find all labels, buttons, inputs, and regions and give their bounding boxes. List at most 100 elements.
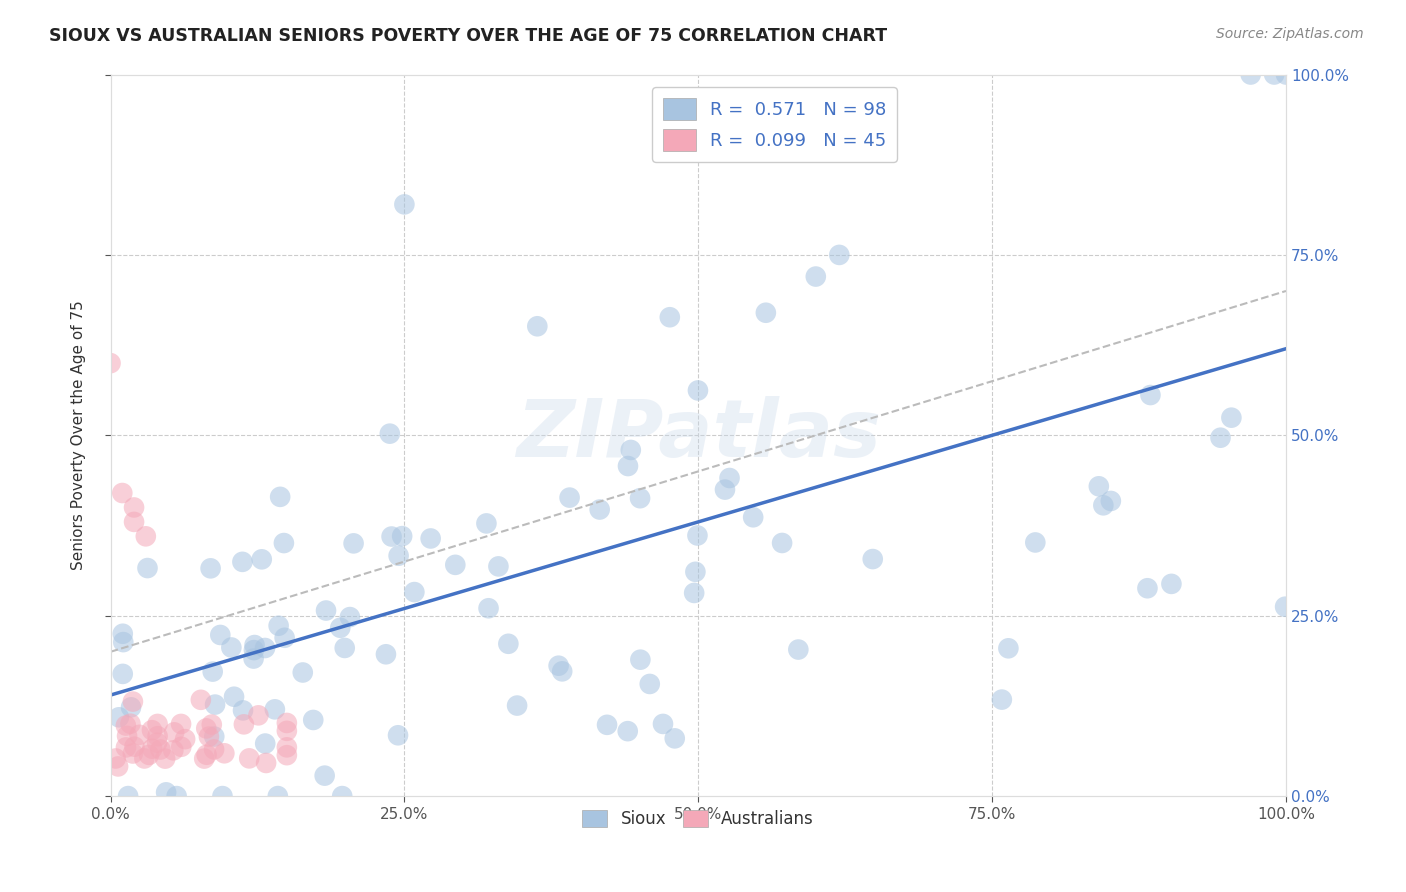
Point <box>342 536 364 550</box>
Point <box>862 552 884 566</box>
Point <box>200 561 222 575</box>
Point <box>276 740 298 755</box>
Point <box>380 529 402 543</box>
Y-axis label: Seniors Poverty Over the Age of 75: Seniors Poverty Over the Age of 75 <box>72 301 86 570</box>
Point <box>198 730 221 744</box>
Point <box>1274 599 1296 614</box>
Point <box>204 698 226 712</box>
Point <box>596 718 619 732</box>
Point <box>222 690 245 704</box>
Point <box>146 736 169 750</box>
Point <box>770 536 793 550</box>
Point <box>202 742 225 756</box>
Point <box>378 426 401 441</box>
Point <box>190 693 212 707</box>
Point <box>136 561 159 575</box>
Point <box>1136 581 1159 595</box>
Point <box>404 585 426 599</box>
Point <box>742 510 765 524</box>
Point <box>202 730 225 744</box>
Point <box>388 549 411 563</box>
Point <box>238 751 260 765</box>
Point <box>652 717 675 731</box>
Text: Source: ZipAtlas.com: Source: ZipAtlas.com <box>1216 27 1364 41</box>
Point <box>247 708 270 723</box>
Point <box>329 621 352 635</box>
Point <box>1275 68 1298 82</box>
Point <box>1099 494 1122 508</box>
Point <box>787 642 810 657</box>
Point <box>254 737 277 751</box>
Point <box>267 618 290 632</box>
Point <box>122 515 145 529</box>
Point <box>444 558 467 572</box>
Point <box>1209 431 1232 445</box>
Point <box>211 789 233 803</box>
Point <box>120 716 142 731</box>
Point <box>1263 68 1285 82</box>
Point <box>1024 535 1046 549</box>
Point <box>214 746 236 760</box>
Point <box>394 197 416 211</box>
Point <box>195 722 218 736</box>
Point <box>638 677 661 691</box>
Point <box>828 248 851 262</box>
Point <box>124 739 146 754</box>
Point <box>718 471 741 485</box>
Point <box>138 747 160 762</box>
Text: ZIPatlas: ZIPatlas <box>516 396 880 475</box>
Point <box>111 666 134 681</box>
Point <box>243 643 266 657</box>
Point <box>232 717 254 731</box>
Point <box>149 742 172 756</box>
Point <box>128 728 150 742</box>
Point <box>658 310 681 325</box>
Point <box>991 692 1014 706</box>
Point <box>620 442 643 457</box>
Point <box>276 715 298 730</box>
Point <box>315 603 337 617</box>
Point <box>115 740 138 755</box>
Point <box>273 536 295 550</box>
Point <box>141 723 163 738</box>
Point <box>243 638 266 652</box>
Point <box>526 319 548 334</box>
Point <box>506 698 529 713</box>
Point <box>685 565 707 579</box>
Point <box>201 665 224 679</box>
Point <box>122 695 145 709</box>
Point <box>267 789 290 803</box>
Point <box>330 789 353 803</box>
Point <box>276 723 298 738</box>
Point <box>291 665 314 680</box>
Point <box>498 637 520 651</box>
Point <box>486 559 509 574</box>
Point <box>153 751 176 765</box>
Point <box>107 759 129 773</box>
Point <box>115 718 138 732</box>
Point <box>100 356 122 370</box>
Point <box>242 651 264 665</box>
Point <box>714 483 737 497</box>
Point <box>755 306 778 320</box>
Point <box>201 717 224 731</box>
Point <box>231 555 253 569</box>
Point <box>170 739 193 754</box>
Point <box>209 628 232 642</box>
Point <box>115 729 138 743</box>
Point <box>333 640 356 655</box>
Point <box>617 458 640 473</box>
Point <box>804 269 827 284</box>
Legend: Sioux, Australians: Sioux, Australians <box>575 803 821 835</box>
Point <box>997 641 1019 656</box>
Point <box>134 751 156 765</box>
Point <box>616 724 638 739</box>
Point <box>120 700 142 714</box>
Point <box>170 717 193 731</box>
Point <box>314 769 336 783</box>
Point <box>1160 577 1182 591</box>
Point <box>375 647 398 661</box>
Point <box>1088 479 1111 493</box>
Point <box>250 552 273 566</box>
Point <box>108 710 131 724</box>
